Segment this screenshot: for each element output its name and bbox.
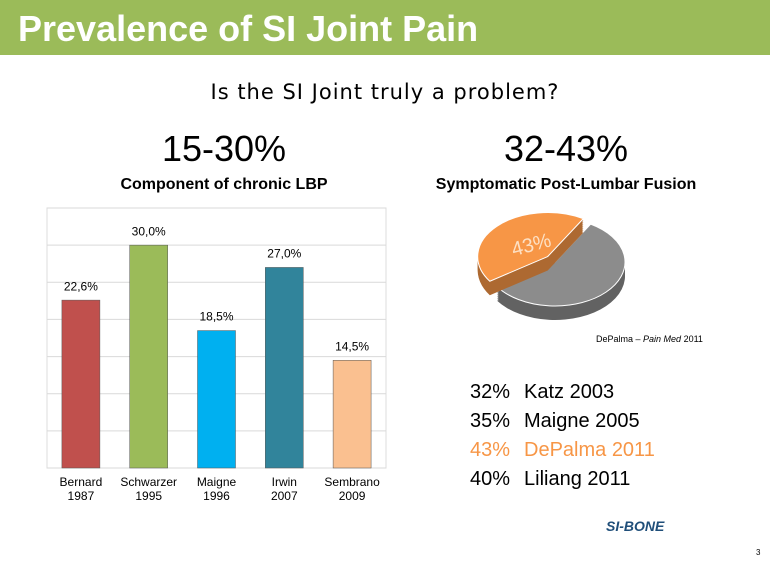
label-line: Sembrano — [324, 475, 380, 489]
label-line: 1996 — [203, 489, 230, 503]
logo: SI-BONE — [606, 518, 665, 534]
journal: Pain Med — [643, 334, 682, 344]
value-label: 30,0% — [132, 224, 166, 238]
label-line: 2007 — [271, 489, 298, 503]
study: 40% Liliang 2011 — [470, 465, 655, 494]
x-tick-label: Schwarzer 1995 — [120, 475, 177, 503]
source: Katz 2003 — [524, 381, 615, 403]
authors: DePalma – — [596, 334, 644, 344]
study-list: 32% Katz 2003 35% Maigne 2005 43% DePalma 201… — [470, 378, 655, 494]
bar — [265, 267, 304, 469]
study: 35% Maigne 2005 — [470, 407, 655, 436]
value-label: 27,0% — [267, 247, 301, 261]
figure: 32-43% — [503, 128, 629, 169]
citation: DePalma – Pain Med 2011 — [596, 334, 703, 344]
figure: 15-30% — [161, 128, 287, 169]
subtitle: Is the SI Joint truly a problem? — [210, 80, 560, 104]
label-line: 2009 — [339, 489, 366, 503]
label-line: Maigne — [197, 475, 237, 489]
pie-slice — [496, 223, 626, 307]
source: Maigne 2005 — [524, 410, 640, 432]
bar — [129, 244, 168, 469]
label-line: Irwin — [272, 475, 297, 489]
percent: 40% — [470, 468, 511, 490]
title: Prevalence of SI Joint Pain — [18, 8, 479, 49]
study: 32% Katz 2003 — [470, 378, 655, 407]
year: 2011 — [681, 334, 703, 344]
label-line: 1995 — [135, 489, 162, 503]
bar — [197, 330, 236, 469]
study: 43% DePalma 2011 — [470, 436, 655, 465]
value-label: 22,6% — [64, 279, 98, 293]
bar — [332, 360, 372, 469]
label-line: Schwarzer — [120, 475, 177, 489]
value-label: 14,5% — [335, 339, 369, 353]
x-tick-label: Sembrano 2009 — [324, 475, 380, 503]
label-line: Bernard — [60, 475, 103, 489]
pie-slice — [477, 212, 585, 282]
x-tick-label: Irwin 2007 — [271, 475, 298, 503]
caption: Component of chronic LBP — [120, 176, 328, 193]
source: DePalma 2011 — [524, 439, 655, 461]
source: Liliang 2011 — [524, 468, 631, 490]
label-line: 1987 — [68, 489, 95, 503]
percent: 43% — [470, 439, 511, 461]
caption: Symptomatic Post-Lumbar Fusion — [435, 176, 697, 193]
x-tick-label: Maigne 1996 — [197, 475, 237, 503]
title-bar — [0, 0, 770, 55]
bar — [61, 299, 101, 469]
x-tick-label: Bernard 1987 — [60, 475, 103, 503]
value-label: 18,5% — [199, 310, 233, 324]
page-number: 3 — [756, 548, 761, 557]
percent: 32% — [470, 381, 511, 403]
percent: 35% — [470, 410, 511, 432]
